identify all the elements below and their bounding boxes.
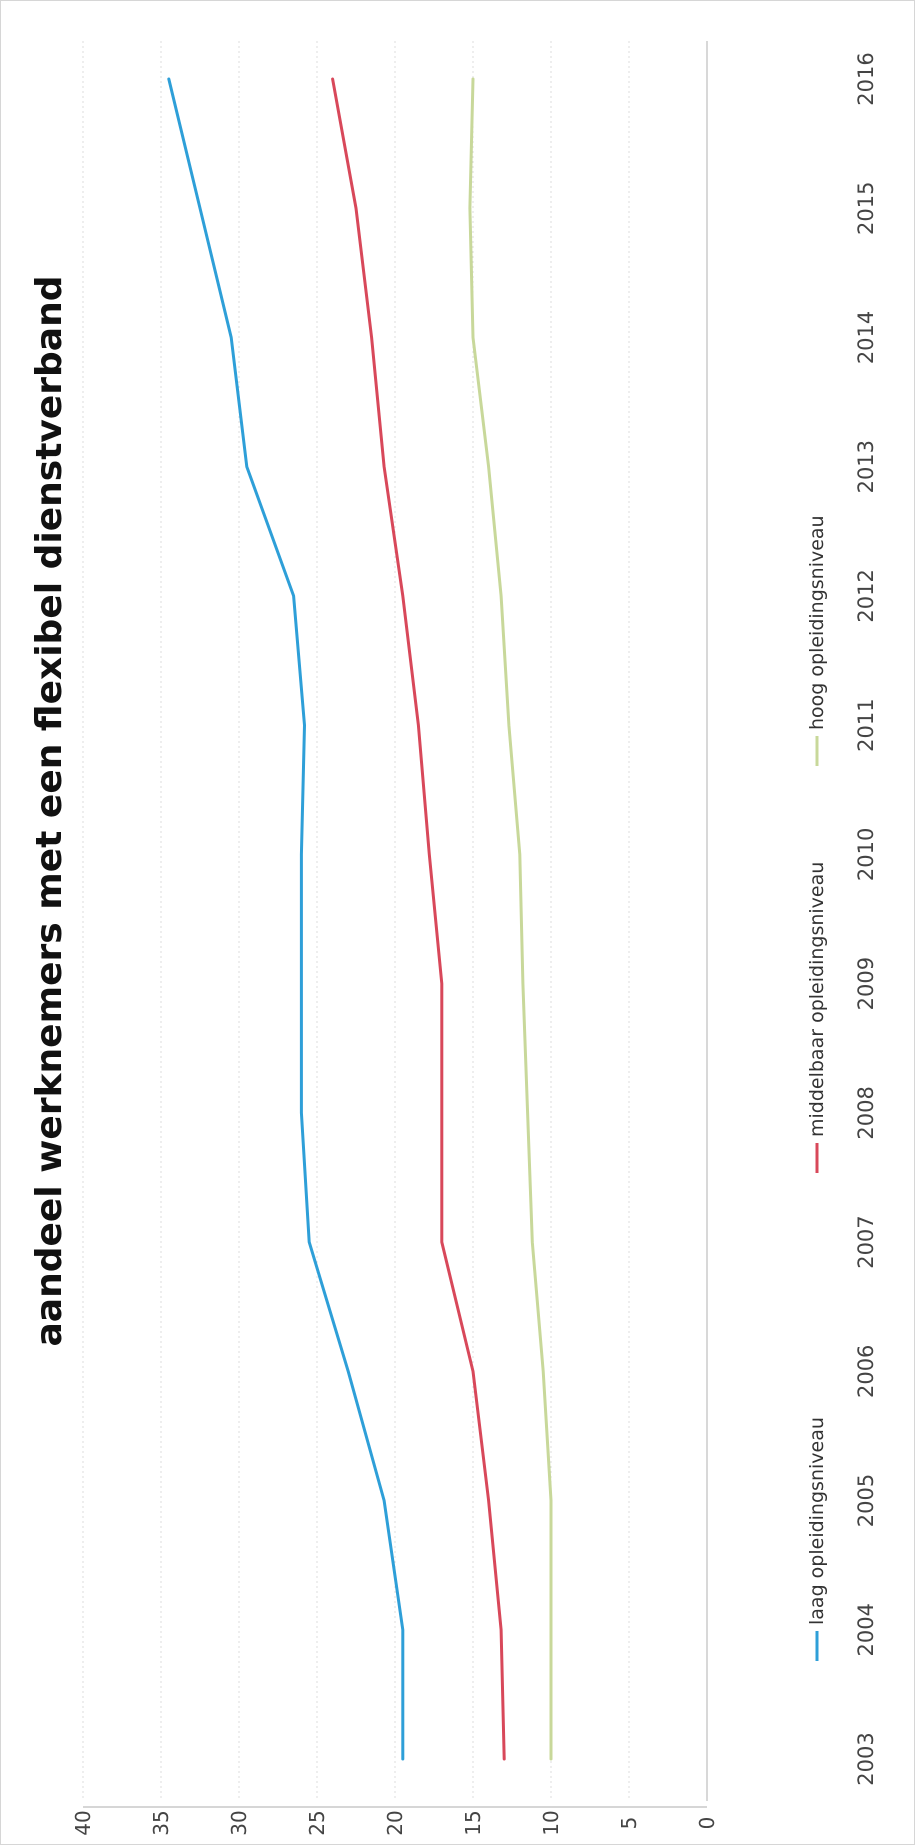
y-tick-label: 40 bbox=[71, 1810, 95, 1835]
x-tick-label: 2010 bbox=[854, 828, 878, 881]
y-tick-label: 30 bbox=[227, 1810, 251, 1835]
y-tick-label: 10 bbox=[539, 1810, 563, 1835]
label-layer: 0 5 10 15 20 25 30 35 40 2003 2004 2005 2006 2007 2008… bbox=[71, 52, 878, 1835]
x-tick-label: 2016 bbox=[854, 52, 878, 105]
x-tick-label: 2015 bbox=[854, 182, 878, 235]
series-layer bbox=[167, 77, 553, 1761]
y-tick-label: 15 bbox=[461, 1810, 485, 1835]
grid-layer bbox=[82, 41, 630, 1801]
x-tick-label: 2008 bbox=[854, 1086, 878, 1139]
y-tick-label: 35 bbox=[149, 1810, 173, 1835]
x-tick-label: 2013 bbox=[854, 440, 878, 493]
x-tick-label: 2011 bbox=[854, 698, 878, 751]
series-line-2 bbox=[468, 77, 553, 1761]
x-tick-label: 2009 bbox=[854, 957, 878, 1010]
x-tick-label: 2014 bbox=[854, 311, 878, 364]
y-tick-label: 0 bbox=[695, 1817, 719, 1830]
x-tick-label: 2012 bbox=[854, 569, 878, 622]
series-line-1 bbox=[331, 77, 506, 1761]
chart-title: aandeel werknemers met een flexibel dien… bbox=[29, 275, 70, 1346]
x-tick-label: 2003 bbox=[854, 1732, 878, 1785]
y-tick-label: 20 bbox=[383, 1810, 407, 1835]
x-tick-label: 2006 bbox=[854, 1345, 878, 1398]
legend-label-1: middelbaar opleidingsniveau bbox=[806, 862, 828, 1137]
axis-layer bbox=[83, 41, 708, 1808]
x-tick-label: 2004 bbox=[854, 1603, 878, 1656]
legend: laag opleidingsniveau middelbaar opleidin… bbox=[806, 515, 828, 1661]
x-tick-label: 2007 bbox=[854, 1215, 878, 1268]
x-tick-label: 2005 bbox=[854, 1474, 878, 1527]
legend-label-2: hoog opleidingsniveau bbox=[806, 515, 828, 730]
y-tick-label: 25 bbox=[305, 1810, 329, 1835]
series-line-0 bbox=[167, 77, 405, 1761]
y-tick-label: 5 bbox=[617, 1817, 641, 1830]
legend-label-0: laag opleidingsniveau bbox=[806, 1417, 828, 1625]
